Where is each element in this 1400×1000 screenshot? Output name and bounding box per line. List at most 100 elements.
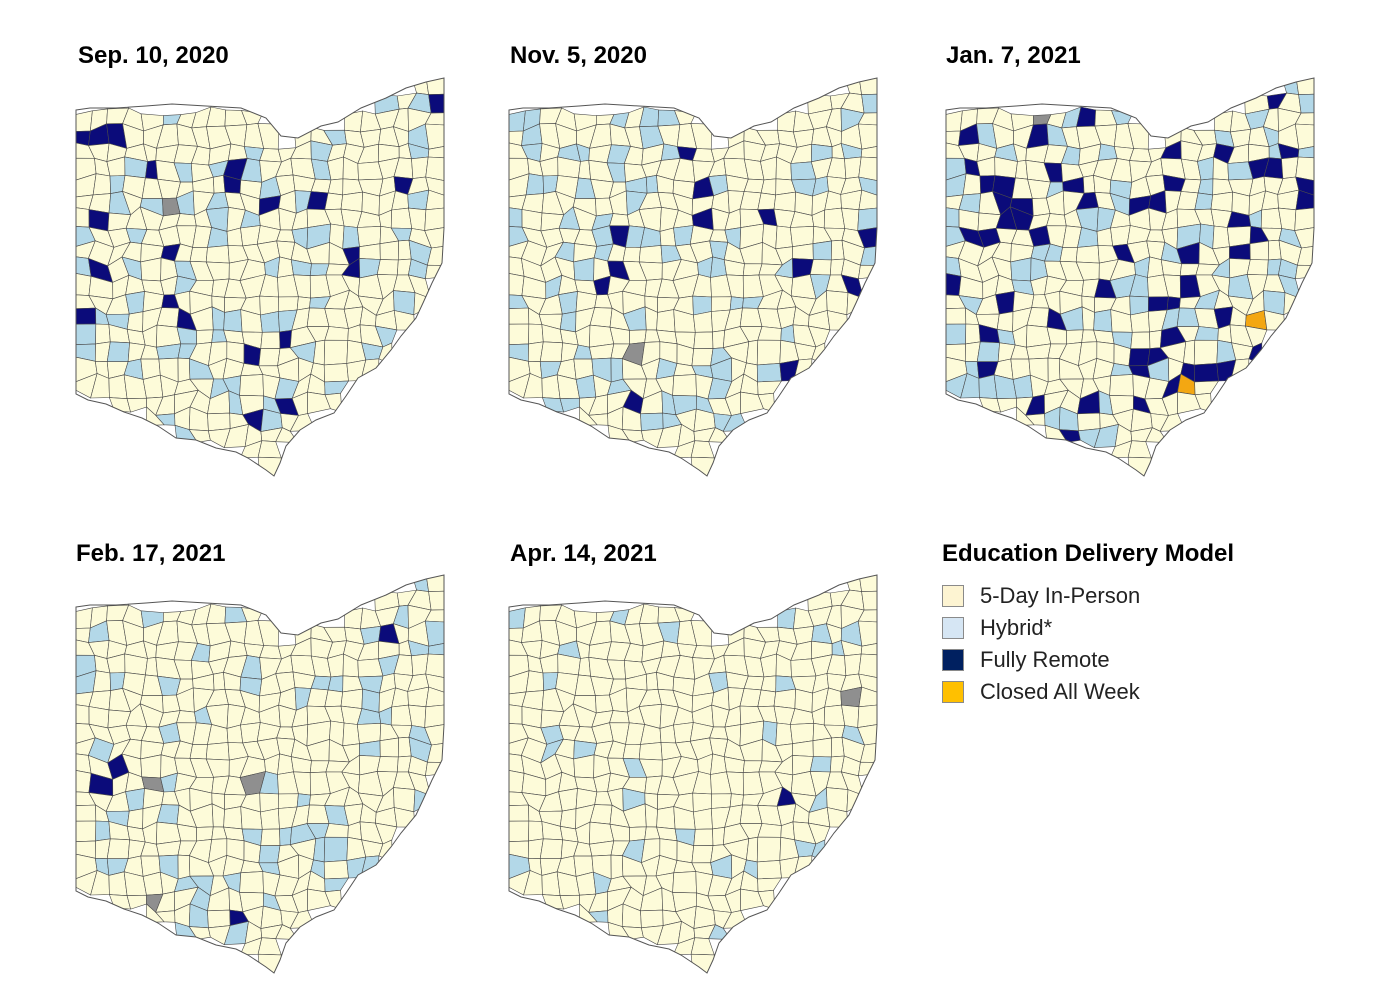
school-district	[340, 688, 363, 709]
school-district	[946, 307, 967, 325]
school-district	[812, 240, 833, 261]
school-district	[1093, 309, 1113, 333]
school-district	[106, 341, 130, 363]
school-district	[260, 331, 281, 350]
school-district	[95, 820, 111, 842]
legend-swatch	[942, 681, 964, 703]
school-district	[92, 670, 112, 693]
school-district	[260, 311, 280, 333]
school-district	[258, 845, 281, 864]
school-district	[1128, 348, 1151, 367]
school-district	[710, 296, 732, 312]
school-district	[177, 357, 191, 383]
school-district	[858, 189, 877, 211]
school-district	[946, 207, 960, 228]
school-district	[792, 740, 814, 757]
school-district	[809, 259, 832, 276]
school-district	[575, 374, 597, 399]
school-district	[424, 620, 444, 647]
school-district	[509, 804, 530, 822]
school-district	[1075, 245, 1100, 264]
school-district	[858, 176, 877, 197]
school-district	[424, 207, 444, 231]
school-district	[324, 192, 344, 211]
ohio-district-map	[508, 77, 878, 477]
school-district	[1295, 264, 1314, 280]
school-district	[126, 808, 144, 830]
school-district	[858, 156, 877, 182]
school-district	[575, 871, 597, 896]
school-district	[306, 688, 329, 708]
school-district	[1210, 191, 1233, 212]
school-district	[428, 590, 444, 611]
school-district	[509, 770, 525, 793]
school-district	[324, 823, 349, 838]
school-district	[1295, 189, 1314, 211]
school-district	[757, 380, 783, 396]
legend-swatch	[942, 617, 964, 639]
school-district	[342, 722, 360, 747]
school-district	[1295, 78, 1314, 95]
school-district	[76, 273, 92, 296]
school-district	[425, 761, 444, 777]
school-district	[509, 273, 525, 296]
legend-item-in-person: 5-Day In-Person	[942, 580, 1234, 612]
school-district	[996, 311, 1014, 333]
school-district	[323, 860, 349, 880]
legend-item-closed: Closed All Week	[942, 676, 1234, 708]
school-district	[757, 689, 777, 708]
school-district	[259, 148, 282, 163]
school-district	[1246, 259, 1269, 276]
school-district	[239, 871, 264, 894]
school-district	[196, 826, 214, 842]
school-district	[656, 806, 676, 830]
school-district	[1077, 412, 1101, 432]
school-district	[757, 823, 782, 838]
school-district	[212, 671, 226, 691]
ohio-district-map	[75, 574, 445, 974]
school-district	[76, 820, 97, 843]
map-title: Nov. 5, 2020	[510, 42, 647, 69]
school-district	[844, 78, 862, 95]
school-district	[946, 273, 962, 296]
school-district	[691, 845, 714, 864]
school-district	[1129, 148, 1152, 163]
school-district	[1194, 192, 1214, 211]
legend: Education Delivery Model 5-Day In-Person…	[942, 540, 1234, 708]
school-district	[1281, 78, 1299, 95]
school-district	[257, 937, 282, 956]
school-district	[844, 575, 862, 592]
school-district	[509, 820, 530, 843]
school-district	[1176, 191, 1199, 211]
school-district	[1294, 112, 1314, 126]
school-district	[861, 93, 877, 114]
school-district	[528, 820, 544, 842]
school-district	[946, 323, 967, 346]
school-district	[645, 671, 659, 691]
school-district	[693, 311, 713, 333]
school-district	[710, 793, 732, 809]
school-district	[324, 877, 350, 893]
school-district	[226, 724, 244, 744]
state-outline	[75, 574, 445, 974]
school-district	[207, 412, 231, 432]
school-district	[1249, 240, 1270, 261]
school-district	[690, 440, 715, 459]
school-district	[324, 326, 349, 341]
school-district	[1096, 227, 1114, 247]
school-district	[509, 207, 523, 228]
school-district	[775, 722, 793, 747]
state-outline	[508, 574, 878, 974]
school-district	[126, 397, 147, 413]
school-district	[756, 860, 782, 880]
school-district	[777, 110, 797, 133]
legend-swatch	[942, 649, 964, 671]
school-district	[858, 264, 877, 280]
school-district	[324, 380, 350, 396]
school-district	[176, 710, 197, 724]
school-district	[691, 348, 714, 367]
school-district	[656, 309, 676, 333]
school-district	[857, 620, 877, 647]
school-district	[1193, 363, 1219, 383]
school-district	[629, 826, 647, 842]
